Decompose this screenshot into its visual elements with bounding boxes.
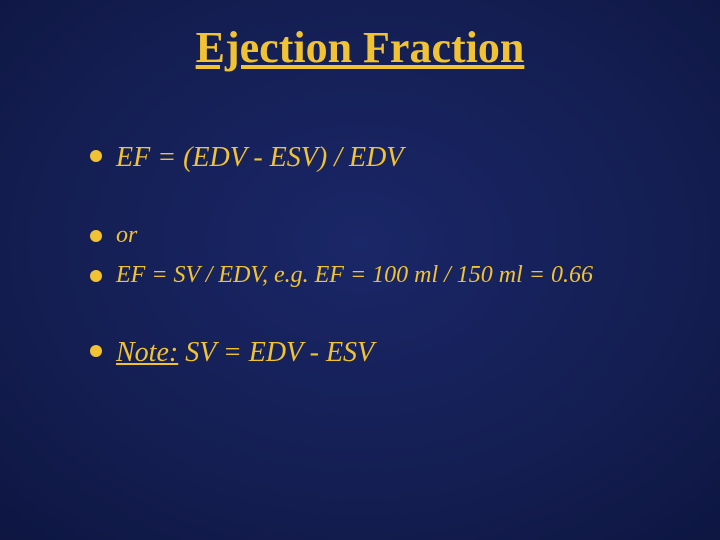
bullet-item: EF = (EDV - ESV) / EDV — [90, 140, 660, 176]
bullet-item: or — [90, 220, 660, 251]
bullet-item: EF = SV / EDV, e.g. EF = 100 ml / 150 ml… — [90, 260, 660, 291]
bullet-note: Note: SV = EDV - ESV — [116, 335, 660, 371]
bullet-text: EF = SV / EDV, e.g. EF = 100 ml / 150 ml… — [116, 260, 660, 291]
note-prefix: Note: — [116, 337, 178, 368]
bullet-text: EF = (EDV - ESV) / EDV — [116, 140, 660, 176]
bullet-icon — [90, 150, 102, 162]
slide-content: EF = (EDV - ESV) / EDV or EF = SV / EDV,… — [90, 140, 660, 379]
note-rest: SV = EDV - ESV — [178, 337, 374, 368]
bullet-item: Note: SV = EDV - ESV — [90, 335, 660, 371]
bullet-text: or — [116, 220, 660, 251]
bullet-icon — [90, 230, 102, 242]
slide-title: Ejection Fraction — [0, 22, 720, 73]
bullet-icon — [90, 270, 102, 282]
bullet-icon — [90, 345, 102, 357]
slide: Ejection Fraction EF = (EDV - ESV) / EDV… — [0, 0, 720, 540]
